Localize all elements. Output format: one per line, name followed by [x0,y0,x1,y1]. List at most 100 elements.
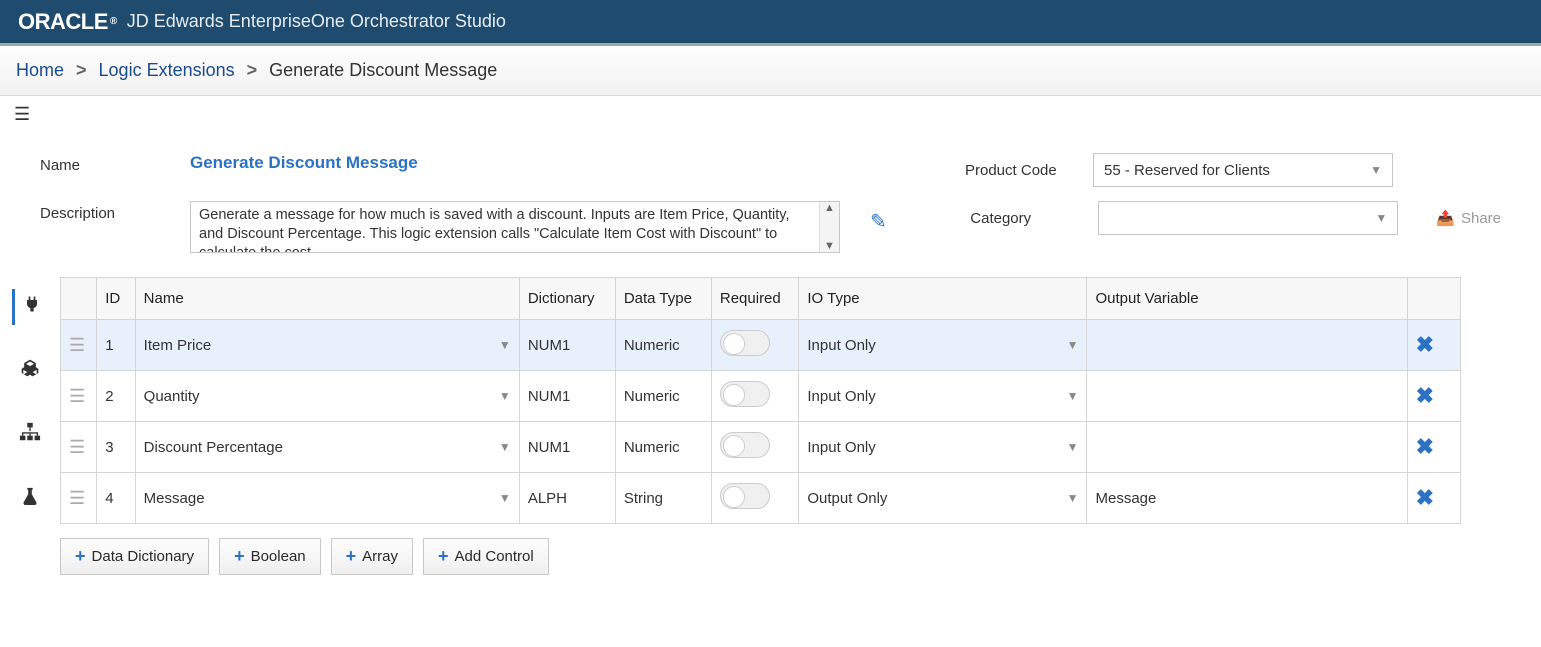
add-boolean-button[interactable]: + Boolean [219,538,321,575]
drag-handle-icon[interactable]: ☰ [69,437,85,457]
col-header-data-type: Data Type [615,278,711,320]
chevron-down-icon[interactable]: ▼ [499,491,511,505]
cell-id: 3 [97,422,135,473]
cell-dictionary: NUM1 [519,422,615,473]
cell-io-type[interactable]: Input Only [807,388,875,405]
cell-io-type[interactable]: Input Only [807,337,875,354]
flask-icon [21,486,39,512]
cell-name[interactable]: Message [144,490,205,507]
cell-id: 1 [97,320,135,371]
plus-icon: + [234,546,245,567]
col-header-io-type: IO Type [799,278,1087,320]
hamburger-icon[interactable]: ☰ [0,96,44,133]
oracle-logo: ORACLE® [18,9,117,35]
breadcrumb: Home > Logic Extensions > Generate Disco… [0,46,1541,96]
col-header-id: ID [97,278,135,320]
cell-dictionary: NUM1 [519,320,615,371]
breadcrumb-sep: > [76,60,87,81]
product-code-select[interactable]: 55 - Reserved for Clients ▼ [1093,153,1393,187]
delete-row-icon[interactable]: ✖ [1416,434,1434,459]
drag-handle-icon[interactable]: ☰ [69,386,85,406]
logo-text: ORACLE [18,9,108,35]
details-area: Name Generate Discount Message Product C… [0,133,1541,277]
logo-registered: ® [110,16,117,27]
delete-row-icon[interactable]: ✖ [1416,383,1434,408]
chevron-down-icon[interactable]: ▼ [1067,338,1079,352]
required-toggle[interactable] [720,483,770,509]
scroll-up-icon[interactable]: ▲ [824,202,835,214]
product-code-value: 55 - Reserved for Clients [1104,162,1270,179]
chevron-down-icon[interactable]: ▼ [1067,491,1079,505]
button-label: Boolean [251,548,306,565]
category-select[interactable]: ▼ [1098,201,1398,235]
add-data-dictionary-button[interactable]: + Data Dictionary [60,538,209,575]
table-row[interactable]: ☰ 3 Discount Percentage ▼ NUM1 Numeric I… [61,422,1461,473]
plug-icon [22,294,42,320]
tab-logic[interactable] [12,417,48,453]
delete-row-icon[interactable]: ✖ [1416,485,1434,510]
delete-row-icon[interactable]: ✖ [1416,332,1434,357]
cell-data-type: Numeric [615,422,711,473]
description-box[interactable]: Generate a message for how much is saved… [190,201,840,253]
chevron-down-icon[interactable]: ▼ [499,440,511,454]
required-toggle[interactable] [720,381,770,407]
breadcrumb-logic-extensions[interactable]: Logic Extensions [99,60,235,81]
tab-test[interactable] [12,481,48,517]
col-header-name: Name [135,278,519,320]
cell-name[interactable]: Quantity [144,388,200,405]
description-label: Description [40,201,160,222]
drag-handle-icon[interactable]: ☰ [69,488,85,508]
share-icon: 📤 [1436,209,1455,227]
chevron-down-icon[interactable]: ▼ [499,389,511,403]
table-row[interactable]: ☰ 4 Message ▼ ALPH String Output Only ▼ … [61,473,1461,524]
share-label: Share [1461,210,1501,227]
chevron-down-icon[interactable]: ▼ [1067,389,1079,403]
workarea: ID Name Dictionary Data Type Required IO… [60,277,1541,575]
tab-data-structures[interactable] [12,353,48,389]
cubes-icon [20,358,40,384]
button-label: Add Control [455,548,534,565]
cell-dictionary: ALPH [519,473,615,524]
chevron-down-icon[interactable]: ▼ [499,338,511,352]
scroll-down-icon[interactable]: ▼ [824,240,835,252]
required-toggle[interactable] [720,432,770,458]
edit-description-icon[interactable]: ✎ [870,201,887,234]
cell-io-type[interactable]: Input Only [807,439,875,456]
description-scrollbar[interactable]: ▲ ▼ [819,202,839,252]
cell-io-type[interactable]: Output Only [807,490,887,507]
breadcrumb-current: Generate Discount Message [269,60,497,81]
main-area: ID Name Dictionary Data Type Required IO… [0,277,1541,575]
share-button[interactable]: 📤 Share [1436,209,1501,227]
table-row[interactable]: ☰ 1 Item Price ▼ NUM1 Numeric Input Only… [61,320,1461,371]
product-code-label: Product Code [965,162,1075,179]
chevron-down-icon[interactable]: ▼ [1067,440,1079,454]
button-label: Array [362,548,398,565]
breadcrumb-home[interactable]: Home [16,60,64,81]
table-row[interactable]: ☰ 2 Quantity ▼ NUM1 Numeric Input Only ▼… [61,371,1461,422]
cell-output-variable [1087,371,1407,422]
plus-icon: + [75,546,86,567]
col-header-dictionary: Dictionary [519,278,615,320]
cell-id: 4 [97,473,135,524]
required-toggle[interactable] [720,330,770,356]
cell-id: 2 [97,371,135,422]
drag-handle-icon[interactable]: ☰ [69,335,85,355]
plus-icon: + [438,546,449,567]
form-row-description: Description Generate a message for how m… [0,201,1541,267]
name-value: Generate Discount Message [190,153,418,173]
add-array-button[interactable]: + Array [331,538,413,575]
col-header-delete [1407,278,1460,320]
cell-dictionary: NUM1 [519,371,615,422]
add-control-button[interactable]: + Add Control [423,538,549,575]
tab-inputs-outputs[interactable] [12,289,48,325]
cell-name[interactable]: Discount Percentage [144,439,283,456]
name-label: Name [40,153,160,174]
cell-name[interactable]: Item Price [144,337,212,354]
app-header: ORACLE® JD Edwards EnterpriseOne Orchest… [0,0,1541,46]
chevron-down-icon: ▼ [1370,163,1382,177]
button-label: Data Dictionary [92,548,195,565]
cell-data-type: Numeric [615,320,711,371]
app-title: JD Edwards EnterpriseOne Orchestrator St… [127,11,506,32]
description-text: Generate a message for how much is saved… [191,202,819,252]
plus-icon: + [346,546,357,567]
